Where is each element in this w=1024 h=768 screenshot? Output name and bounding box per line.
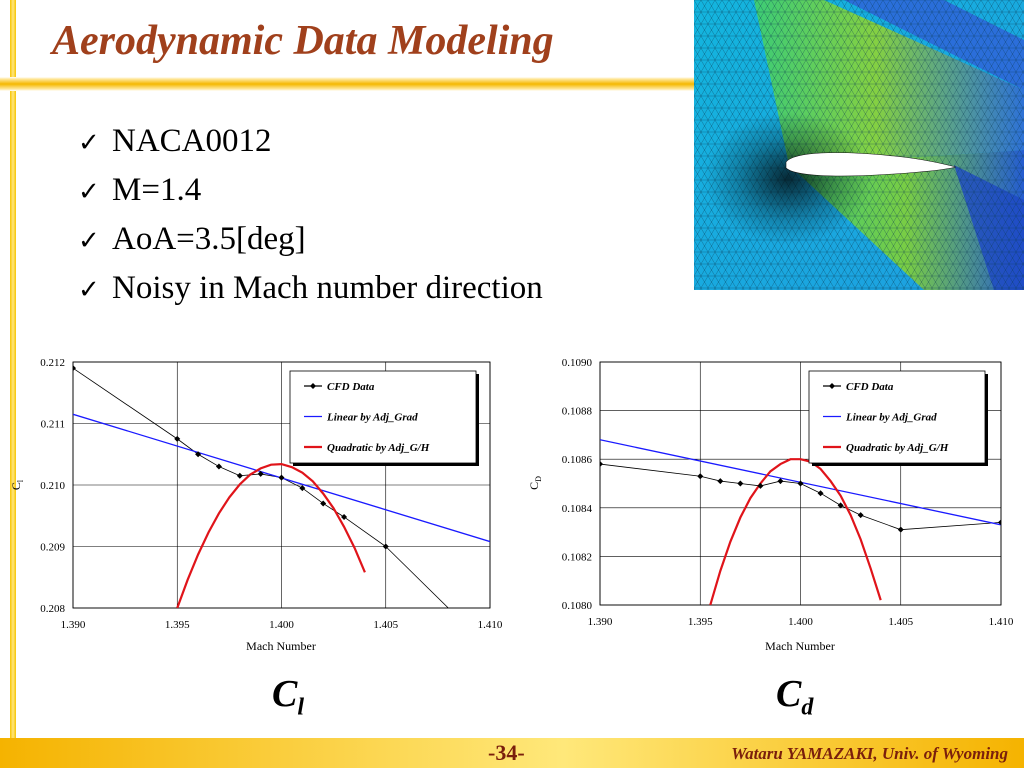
data-point-marker bbox=[857, 512, 864, 519]
cl-caption: Cl bbox=[272, 672, 304, 722]
data-point-marker bbox=[737, 480, 744, 487]
plot-area-border bbox=[72, 361, 491, 609]
bullet-text: M=1.4 bbox=[112, 172, 202, 208]
bullet-item: ✓ M=1.4 bbox=[78, 167, 543, 216]
data-point-marker bbox=[236, 472, 243, 479]
data-point-marker bbox=[717, 478, 724, 485]
legend-entry: Linear by Adj_Grad bbox=[326, 412, 418, 424]
data-point-marker bbox=[215, 463, 222, 470]
x-tick-label: 1.405 bbox=[888, 616, 913, 628]
data-point-marker bbox=[195, 451, 202, 458]
legend-marker bbox=[310, 383, 316, 389]
data-point-marker bbox=[817, 490, 824, 497]
bullet-item: ✓ Noisy in Mach number direction bbox=[78, 265, 543, 314]
y-axis-label-sub: D bbox=[534, 476, 543, 482]
bullet-item: ✓ NACA0012 bbox=[78, 118, 543, 167]
bullet-text: NACA0012 bbox=[112, 123, 272, 159]
plot-area-border bbox=[599, 361, 1002, 606]
footer-bar bbox=[0, 738, 1024, 768]
left-accent-rule bbox=[10, 0, 16, 738]
data-point-marker bbox=[897, 526, 904, 533]
y-tick-label: 0.208 bbox=[40, 603, 65, 615]
legend-entry: Linear by Adj_Grad bbox=[845, 412, 937, 424]
legend-marker bbox=[829, 383, 835, 389]
y-tick-label: 0.1090 bbox=[562, 357, 593, 369]
checkmark-icon: ✓ bbox=[78, 226, 100, 256]
cd-caption: Cd bbox=[776, 672, 813, 722]
data-point-marker bbox=[837, 502, 844, 509]
y-tick-label: 0.211 bbox=[41, 419, 65, 431]
y-tick-label: 0.210 bbox=[40, 480, 65, 492]
x-tick-label: 1.395 bbox=[688, 616, 713, 628]
data-point-marker bbox=[697, 473, 704, 480]
series-line-quadratic-by-adj-g-h bbox=[176, 462, 366, 608]
data-point-marker bbox=[174, 435, 181, 442]
data-point-marker bbox=[257, 470, 264, 477]
legend-entry: Quadratic by Adj_G/H bbox=[327, 442, 430, 454]
x-axis-label: Mach Number bbox=[765, 639, 835, 653]
data-point-marker bbox=[299, 485, 306, 492]
cd-caption-sub: d bbox=[801, 694, 814, 721]
title-underline-rule bbox=[0, 77, 694, 91]
cfd-mesh-image bbox=[694, 0, 1024, 290]
cl-chart: 0.208 0.209 0.210 0.211 0.212 1.390 1.395 1.40… bbox=[0, 350, 510, 660]
page-title: Aerodynamic Data Modeling bbox=[52, 18, 554, 64]
data-point-marker bbox=[797, 480, 804, 487]
bullet-text: AoA=3.5[deg] bbox=[112, 221, 306, 257]
data-point-marker bbox=[998, 519, 1001, 526]
y-tick-label: 0.1084 bbox=[562, 503, 593, 515]
cl-caption-base: C bbox=[272, 673, 298, 715]
y-tick-label: 0.209 bbox=[40, 542, 65, 554]
y-tick-label: 0.1088 bbox=[562, 406, 593, 418]
data-point-marker bbox=[341, 513, 348, 520]
x-tick-label: 1.390 bbox=[588, 616, 613, 628]
y-axis-label: Cl bbox=[9, 479, 25, 490]
bullet-item: ✓ AoA=3.5[deg] bbox=[78, 216, 543, 265]
cd-chart-svg: 0.1080 0.1082 0.1084 0.1086 0.1088 0.1090 1.3… bbox=[527, 357, 1014, 653]
data-point-marker bbox=[600, 461, 603, 468]
x-tick-label: 1.410 bbox=[478, 619, 503, 631]
data-point-marker bbox=[73, 365, 76, 372]
y-axis-label-sub: l bbox=[16, 479, 25, 482]
cd-caption-base: C bbox=[776, 673, 802, 715]
series-line-cfd-data bbox=[600, 463, 1001, 531]
page-number: -34- bbox=[488, 740, 525, 765]
cd-chart: 0.1080 0.1082 0.1084 0.1086 0.1088 0.1090 1.3… bbox=[518, 350, 1024, 660]
legend-entry: CFD Data bbox=[846, 381, 894, 393]
cl-caption-sub: l bbox=[297, 694, 305, 721]
series-line-quadratic-by-adj-g-h bbox=[709, 458, 882, 605]
y-axis-label-base: C bbox=[527, 482, 541, 490]
legend-entry: CFD Data bbox=[327, 381, 375, 393]
checkmark-icon: ✓ bbox=[78, 177, 100, 207]
y-axis-label-base: C bbox=[9, 482, 23, 490]
bullet-text: Noisy in Mach number direction bbox=[112, 270, 543, 306]
data-point-marker bbox=[382, 543, 389, 550]
x-tick-label: 1.410 bbox=[989, 616, 1014, 628]
checkmark-icon: ✓ bbox=[78, 275, 100, 305]
legend-entry: Quadratic by Adj_G/H bbox=[846, 442, 949, 454]
y-tick-label: 0.1080 bbox=[562, 600, 593, 612]
cl-chart-svg: 0.208 0.209 0.210 0.211 0.212 1.390 1.395 1.40… bbox=[9, 357, 503, 653]
data-point-marker bbox=[278, 474, 285, 481]
x-tick-label: 1.400 bbox=[269, 619, 294, 631]
x-tick-label: 1.395 bbox=[165, 619, 190, 631]
bullet-list: ✓ NACA0012 ✓ M=1.4 ✓ AoA=3.5[deg] ✓ Noisy in… bbox=[78, 118, 543, 314]
x-tick-label: 1.390 bbox=[61, 619, 86, 631]
y-tick-label: 0.1086 bbox=[562, 454, 593, 466]
checkmark-icon: ✓ bbox=[78, 128, 100, 158]
data-point-marker bbox=[777, 478, 784, 485]
y-tick-label: 0.212 bbox=[40, 357, 65, 369]
data-point-marker bbox=[757, 482, 764, 489]
author-credit: Wataru YAMAZAKI, Univ. of Wyoming bbox=[731, 744, 1008, 763]
x-axis-label: Mach Number bbox=[246, 639, 316, 653]
y-axis-label: CD bbox=[527, 476, 543, 490]
x-tick-label: 1.405 bbox=[373, 619, 398, 631]
data-point-marker bbox=[320, 500, 327, 507]
x-tick-label: 1.400 bbox=[788, 616, 813, 628]
y-tick-label: 0.1082 bbox=[562, 551, 592, 563]
